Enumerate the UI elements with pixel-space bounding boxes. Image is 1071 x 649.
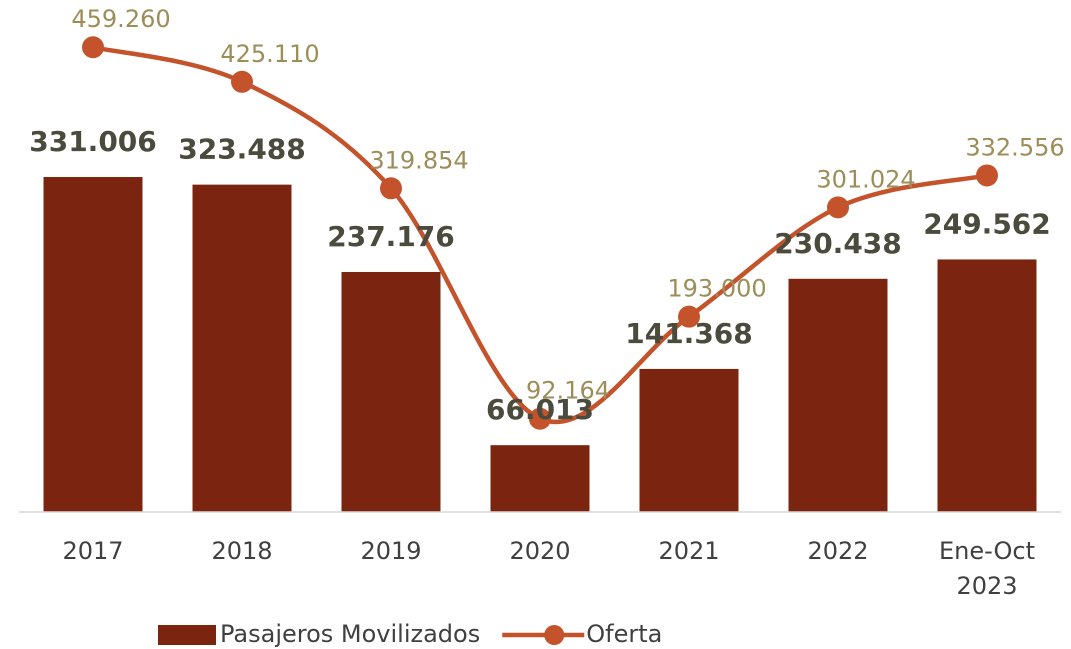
bar-value-label: 249.562 (923, 207, 1051, 240)
line-point (380, 177, 402, 200)
bar (192, 184, 292, 513)
line-value-label: 319.854 (369, 146, 468, 174)
bar-value-label: 237.176 (327, 220, 455, 253)
x-tick-label: 2022 (807, 537, 868, 565)
bar (490, 445, 590, 512)
x-tick-label: Ene-Oct 2023 (939, 537, 1035, 600)
line-point (82, 36, 104, 59)
bar-value-label: 230.438 (774, 227, 902, 260)
line-point (231, 70, 253, 93)
legend-label: Oferta (586, 620, 662, 648)
legend-swatch (544, 625, 565, 645)
legend-swatch (158, 625, 216, 645)
x-tick-label: 2017 (62, 537, 123, 565)
bar (937, 259, 1037, 512)
line-value-label: 459.260 (71, 5, 170, 33)
line-point (529, 407, 551, 430)
line-value-label: 425.110 (220, 40, 319, 68)
line-value-label: 332.556 (965, 133, 1064, 161)
bar (788, 278, 888, 512)
line-point (827, 196, 849, 219)
bar-value-label: 141.368 (625, 317, 753, 350)
x-tick-label: 2020 (509, 537, 570, 565)
bar (43, 177, 143, 513)
legend-label: Pasajeros Movilizados (220, 620, 480, 648)
line-value-label: 301.024 (816, 165, 915, 193)
bar-value-label: 323.488 (178, 133, 306, 166)
line-value-label: 193.000 (667, 275, 766, 303)
bar-value-label: 331.006 (29, 125, 157, 158)
line-point (678, 305, 700, 328)
bar (341, 271, 441, 512)
line-point (976, 164, 998, 187)
x-tick-label: 2021 (658, 537, 719, 565)
line-value-label: 92.164 (526, 377, 610, 405)
bar-value-label: 66.013 (486, 393, 594, 426)
bar (639, 368, 739, 512)
x-tick-label: 2018 (211, 537, 272, 565)
x-tick-label: 2019 (360, 537, 421, 565)
